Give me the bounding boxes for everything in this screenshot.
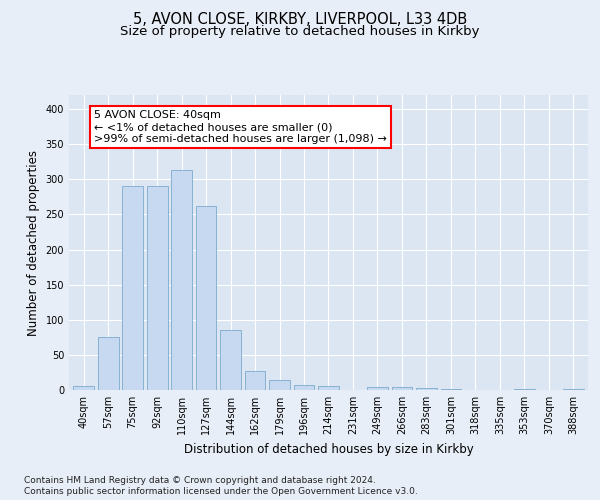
Text: Contains public sector information licensed under the Open Government Licence v3: Contains public sector information licen… [24, 487, 418, 496]
Text: 5 AVON CLOSE: 40sqm
← <1% of detached houses are smaller (0)
>99% of semi-detach: 5 AVON CLOSE: 40sqm ← <1% of detached ho… [94, 110, 387, 144]
Bar [367, 387, 388, 390]
Bar [416, 388, 437, 390]
X-axis label: Distribution of detached houses by size in Kirkby: Distribution of detached houses by size … [184, 442, 473, 456]
Y-axis label: Number of detached properties: Number of detached properties [27, 150, 40, 336]
Bar [563, 388, 584, 390]
Bar [245, 371, 265, 390]
Bar [147, 186, 167, 390]
Bar [293, 385, 314, 390]
Text: 5, AVON CLOSE, KIRKBY, LIVERPOOL, L33 4DB: 5, AVON CLOSE, KIRKBY, LIVERPOOL, L33 4D… [133, 12, 467, 28]
Bar [171, 170, 192, 390]
Bar [440, 388, 461, 390]
Bar [122, 186, 143, 390]
Bar [392, 387, 412, 390]
Bar [196, 206, 217, 390]
Bar [73, 386, 94, 390]
Bar [514, 388, 535, 390]
Bar [98, 338, 119, 390]
Text: Contains HM Land Registry data © Crown copyright and database right 2024.: Contains HM Land Registry data © Crown c… [24, 476, 376, 485]
Bar [220, 330, 241, 390]
Bar [318, 386, 339, 390]
Bar [269, 380, 290, 390]
Text: Size of property relative to detached houses in Kirkby: Size of property relative to detached ho… [120, 25, 480, 38]
